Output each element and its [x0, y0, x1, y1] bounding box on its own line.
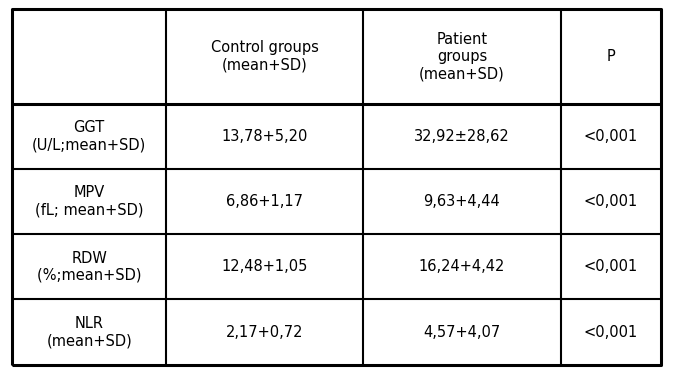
- Text: MPV
(fL; mean+SD): MPV (fL; mean+SD): [35, 185, 143, 218]
- Text: Patient
groups
(mean+SD): Patient groups (mean+SD): [419, 31, 505, 81]
- Text: P: P: [606, 49, 615, 64]
- Text: 9,63+4,44: 9,63+4,44: [423, 194, 500, 209]
- Text: Control groups
(mean+SD): Control groups (mean+SD): [211, 40, 319, 73]
- Text: 2,17+0,72: 2,17+0,72: [226, 325, 304, 340]
- Text: RDW
(%;​mean+SD): RDW (%;​mean+SD): [37, 251, 141, 283]
- Text: 32,92±28,62: 32,92±28,62: [414, 129, 510, 144]
- Text: NLR
(mean+SD): NLR (mean+SD): [46, 316, 132, 348]
- Text: GGT
(U/L;mean+SD): GGT (U/L;mean+SD): [32, 120, 146, 152]
- Text: <0,001: <0,001: [583, 194, 638, 209]
- Text: 12,48+1,05: 12,48+1,05: [221, 259, 308, 274]
- Text: 16,24+4,42: 16,24+4,42: [419, 259, 505, 274]
- Text: <0,001: <0,001: [583, 129, 638, 144]
- Text: <0,001: <0,001: [583, 259, 638, 274]
- Text: 6,86+1,17: 6,86+1,17: [226, 194, 304, 209]
- Text: 4,57+4,07: 4,57+4,07: [423, 325, 501, 340]
- Text: <0,001: <0,001: [583, 325, 638, 340]
- Text: 13,78+5,20: 13,78+5,20: [221, 129, 308, 144]
